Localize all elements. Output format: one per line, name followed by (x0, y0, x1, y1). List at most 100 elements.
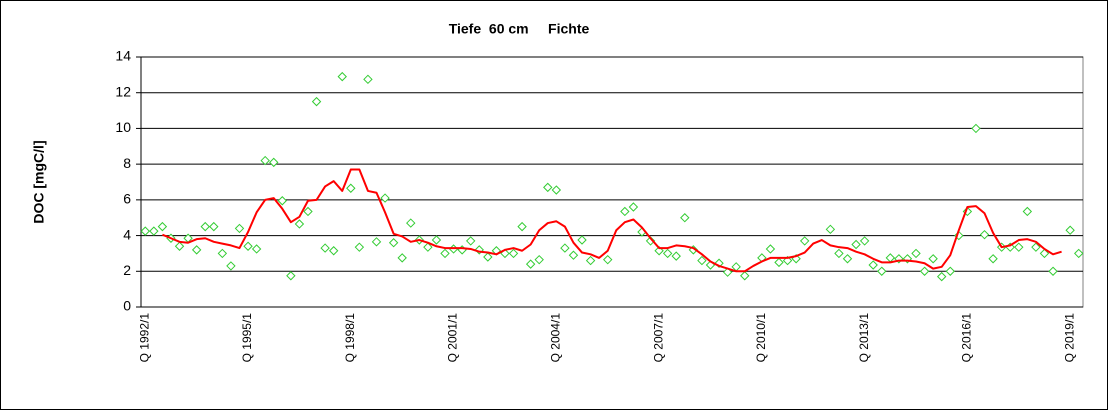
data-point (936, 271, 947, 282)
x-tick-label: Q 2004/1 (549, 313, 563, 363)
data-point (483, 252, 493, 262)
data-point (1065, 225, 1075, 235)
y-tick-label: 0 (123, 298, 131, 314)
data-point (440, 248, 450, 259)
data-point (714, 258, 724, 268)
y-tick-label: 6 (123, 191, 131, 207)
data-point (577, 235, 587, 245)
data-point (765, 244, 776, 254)
data-point (919, 266, 930, 276)
data-point (628, 202, 639, 212)
data-point (1022, 206, 1033, 217)
data-point (1014, 242, 1024, 252)
data-point (277, 196, 288, 206)
data-point (431, 235, 442, 245)
data-point (1048, 266, 1058, 276)
data-point (971, 123, 981, 134)
x-tick-label: Q 1995/1 (240, 313, 254, 363)
data-point (979, 229, 990, 240)
data-point (226, 261, 236, 271)
trend-line (162, 168, 1062, 273)
data-point (543, 182, 553, 193)
data-point (851, 239, 861, 250)
y-tick-label: 12 (115, 83, 131, 99)
x-tick-label: Q 2001/1 (446, 313, 460, 363)
data-point (311, 96, 322, 107)
data-point (320, 243, 330, 253)
y-tick-label: 10 (115, 119, 131, 135)
data-point (149, 226, 159, 236)
data-point (217, 248, 228, 259)
data-point (517, 221, 527, 232)
data-point (465, 236, 476, 246)
x-tick-label: Q 1992/1 (137, 313, 151, 363)
data-point (525, 259, 536, 269)
data-point (371, 237, 382, 247)
data-point (697, 255, 707, 266)
data-point (260, 155, 270, 166)
x-tick-label: Q 2019/1 (1062, 313, 1076, 363)
x-tick-label: Q 1998/1 (343, 313, 357, 363)
data-point (894, 254, 904, 264)
data-point (662, 248, 673, 259)
data-point (209, 221, 219, 232)
data-point (620, 206, 630, 217)
data-point (328, 246, 339, 256)
data-point (243, 241, 253, 251)
plot-area (140, 56, 1084, 308)
data-point (1074, 248, 1084, 259)
data-point (603, 254, 613, 265)
data-point (568, 250, 579, 260)
y-tick-label: 14 (115, 48, 131, 64)
data-point (234, 223, 245, 234)
data-point (423, 242, 433, 252)
data-point (286, 271, 296, 281)
data-point (380, 193, 390, 203)
data-point (1031, 242, 1041, 252)
data-point (269, 157, 279, 168)
data-point (671, 251, 681, 261)
data-point (354, 242, 365, 252)
data-point (988, 254, 998, 264)
x-tick-label: Q 2016/1 (960, 313, 974, 363)
data-point (508, 248, 519, 259)
data-point (945, 266, 955, 276)
data-point (200, 221, 210, 232)
data-point (585, 255, 596, 266)
data-point (774, 257, 784, 268)
data-point (859, 236, 870, 246)
x-tick-label: Q 2010/1 (754, 313, 768, 363)
data-point (397, 253, 407, 263)
x-tick-label: Q 2007/1 (651, 313, 665, 363)
data-point (928, 254, 938, 264)
data-point (645, 236, 656, 246)
y-axis-label: DOC [mgC/l] (31, 140, 47, 223)
data-point (346, 183, 356, 193)
data-point (740, 271, 750, 281)
data-point (140, 226, 150, 236)
data-point (825, 224, 836, 235)
data-point (174, 241, 185, 251)
data-point (191, 245, 202, 255)
data-point (911, 248, 921, 259)
data-point (799, 236, 810, 246)
data-point (842, 254, 853, 264)
data-point (363, 74, 373, 85)
data-point (877, 266, 887, 276)
data-point (406, 218, 416, 228)
data-point (294, 219, 305, 229)
y-tick-label: 2 (123, 262, 131, 278)
data-point (1039, 248, 1050, 259)
data-point (303, 206, 313, 217)
chart-title: Tiefe 60 cm Fichte (449, 21, 590, 37)
data-point (834, 248, 844, 259)
x-tick-label: Q 2013/1 (857, 313, 871, 363)
data-point (560, 243, 570, 253)
data-point (337, 71, 347, 82)
data-point (157, 221, 168, 232)
data-point (388, 238, 399, 248)
data-point (680, 213, 690, 223)
data-point (251, 244, 262, 254)
data-point (534, 254, 544, 265)
